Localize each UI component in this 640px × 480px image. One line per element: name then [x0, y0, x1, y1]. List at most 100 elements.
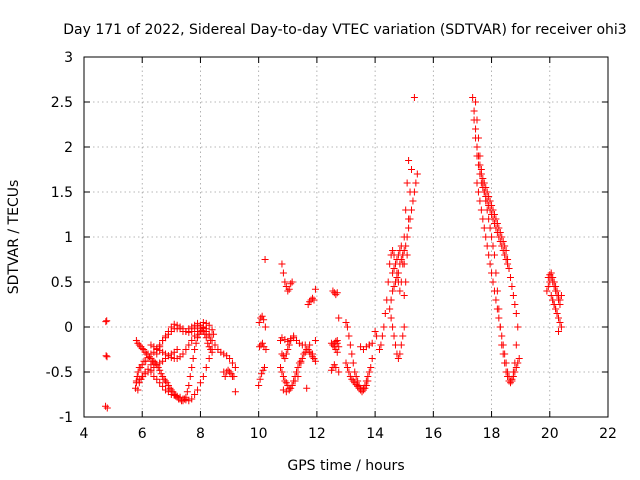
data-point — [472, 98, 480, 106]
data-point — [389, 247, 397, 254]
x-tick-label: 18 — [483, 426, 501, 442]
data-point — [476, 170, 484, 178]
data-point — [402, 242, 410, 250]
data-point — [278, 334, 286, 342]
data-point — [255, 319, 263, 326]
data-point — [480, 224, 488, 232]
data-point — [194, 319, 202, 327]
data-point — [342, 359, 350, 367]
data-point — [400, 292, 408, 299]
data-point — [279, 373, 287, 380]
data-point — [258, 370, 266, 378]
data-point — [311, 337, 319, 344]
data-point — [191, 346, 199, 353]
data-point — [220, 350, 228, 358]
data-point — [183, 388, 191, 396]
y-axis-ticks: -1 -0.5 0 0.5 1 1.5 2 2.5 3 — [46, 50, 608, 426]
data-point — [506, 274, 514, 281]
data-point — [389, 287, 397, 295]
data-point — [362, 382, 370, 389]
data-point — [473, 116, 481, 124]
data-point — [224, 366, 232, 374]
data-point — [199, 373, 207, 380]
data-point — [202, 325, 210, 333]
data-point — [493, 220, 501, 227]
data-point — [335, 314, 343, 322]
data-point — [189, 355, 197, 362]
data-point — [226, 368, 234, 376]
data-point — [549, 278, 557, 286]
data-point — [396, 260, 404, 268]
data-point — [547, 274, 555, 281]
data-point — [489, 278, 497, 286]
data-point — [329, 341, 337, 349]
data-point — [505, 265, 513, 272]
x-tick-label: 14 — [366, 426, 384, 442]
data-point — [205, 321, 213, 329]
data-point — [205, 330, 213, 338]
data-point — [390, 265, 398, 272]
data-point — [279, 352, 287, 360]
y-tick-label: 0.5 — [51, 275, 73, 291]
data-point — [179, 395, 187, 403]
data-point — [492, 296, 500, 304]
data-point — [185, 325, 193, 333]
data-point — [508, 375, 516, 383]
data-point — [397, 256, 405, 263]
data-point — [351, 379, 359, 387]
data-point — [512, 364, 520, 371]
data-point — [306, 341, 314, 349]
data-point — [132, 379, 140, 387]
data-point — [185, 397, 193, 405]
data-point — [552, 287, 560, 295]
data-point — [255, 382, 263, 389]
data-point — [547, 292, 555, 299]
data-point — [261, 323, 269, 331]
data-point — [396, 350, 404, 358]
data-point — [358, 388, 366, 396]
data-point — [294, 364, 302, 371]
data-point — [284, 346, 292, 353]
data-point — [482, 233, 490, 241]
x-tick-label: 22 — [599, 426, 617, 442]
data-point — [134, 368, 142, 376]
data-point — [208, 337, 216, 344]
data-point — [485, 251, 493, 259]
data-point — [501, 251, 509, 259]
data-point — [257, 314, 265, 322]
data-point — [402, 278, 410, 286]
data-point — [285, 285, 293, 293]
data-point — [173, 321, 181, 329]
y-tick-label: -0.5 — [46, 365, 73, 381]
data-point — [173, 355, 181, 362]
data-point — [346, 341, 354, 349]
data-point — [102, 352, 110, 360]
data-point — [472, 125, 480, 133]
data-point — [208, 326, 216, 334]
data-point — [258, 312, 266, 320]
data-point — [493, 305, 501, 313]
data-point — [473, 143, 481, 151]
data-point — [479, 175, 487, 182]
data-point — [231, 364, 239, 371]
data-point — [552, 305, 560, 313]
data-point — [260, 343, 268, 351]
data-point — [228, 359, 236, 367]
y-tick-label: 1.5 — [51, 185, 73, 201]
data-point — [173, 392, 181, 400]
data-point — [377, 341, 385, 349]
data-point — [390, 332, 398, 340]
data-point — [469, 94, 477, 101]
data-point — [194, 386, 202, 394]
data-point — [474, 134, 482, 142]
data-point — [473, 179, 481, 187]
data-point — [295, 339, 303, 347]
data-point — [179, 350, 187, 358]
data-point — [489, 206, 497, 214]
data-point — [279, 269, 287, 277]
data-point — [490, 287, 498, 295]
data-point — [502, 247, 510, 254]
data-point — [512, 341, 520, 349]
data-point — [499, 341, 507, 349]
data-point — [354, 382, 362, 390]
